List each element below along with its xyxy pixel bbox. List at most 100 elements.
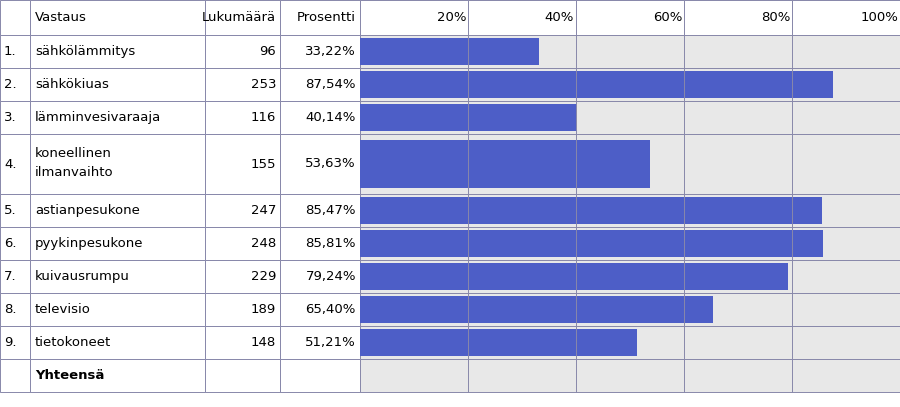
Text: koneellinen: koneellinen	[35, 147, 112, 160]
Bar	[30, 0, 205, 35]
Text: Yhteensä: Yhteensä	[35, 369, 104, 382]
Bar	[360, 101, 900, 134]
Text: tietokoneet: tietokoneet	[35, 336, 112, 349]
Text: Prosentti: Prosentti	[297, 11, 356, 24]
Text: lämminvesivaraaja: lämminvesivaraaja	[35, 111, 161, 124]
Text: 65,40%: 65,40%	[306, 303, 356, 316]
Text: 189: 189	[251, 303, 276, 316]
Bar	[280, 35, 360, 68]
Text: 248: 248	[251, 237, 276, 250]
Bar	[205, 35, 280, 68]
Text: 40,14%: 40,14%	[306, 111, 356, 124]
Text: sähkökiuas: sähkökiuas	[35, 78, 109, 91]
Text: 9.: 9.	[4, 336, 16, 349]
Bar	[468, 0, 576, 35]
Text: 87,54%: 87,54%	[305, 78, 356, 91]
Bar	[360, 326, 900, 359]
Bar	[30, 326, 205, 359]
Bar	[360, 194, 900, 227]
Text: Lukumäärä: Lukumäärä	[202, 11, 276, 24]
Text: 8.: 8.	[4, 303, 16, 316]
Bar	[205, 68, 280, 101]
Bar	[684, 0, 792, 35]
Bar	[205, 260, 280, 293]
Bar	[30, 227, 205, 260]
Bar	[280, 227, 360, 260]
Bar	[360, 0, 468, 35]
Bar	[205, 293, 280, 326]
Bar	[0, 101, 30, 134]
Text: 80%: 80%	[760, 11, 790, 24]
Bar	[576, 0, 684, 35]
Bar	[360, 134, 900, 194]
Text: 60%: 60%	[652, 11, 682, 24]
Bar	[0, 260, 30, 293]
Bar	[30, 260, 205, 293]
Text: 79,24%: 79,24%	[305, 270, 356, 283]
Bar	[360, 104, 577, 131]
Bar	[280, 359, 360, 392]
Bar	[280, 260, 360, 293]
Bar	[280, 101, 360, 134]
Bar	[360, 260, 900, 293]
Text: 148: 148	[251, 336, 276, 349]
Bar	[205, 134, 280, 194]
Bar	[360, 296, 713, 323]
Bar	[360, 227, 900, 260]
Bar	[30, 134, 205, 194]
Bar	[360, 197, 822, 224]
Bar	[792, 0, 900, 35]
Text: 53,63%: 53,63%	[305, 158, 356, 171]
Text: sähkölämmitys: sähkölämmitys	[35, 45, 135, 58]
Text: 155: 155	[250, 158, 276, 171]
Text: 116: 116	[250, 111, 276, 124]
Bar	[0, 68, 30, 101]
Bar	[205, 326, 280, 359]
Text: 1.: 1.	[4, 45, 16, 58]
Text: 40%: 40%	[544, 11, 574, 24]
Bar	[0, 326, 30, 359]
Text: 96: 96	[259, 45, 276, 58]
Bar	[30, 68, 205, 101]
Bar	[280, 326, 360, 359]
Bar	[205, 227, 280, 260]
Bar	[360, 71, 832, 98]
Bar	[0, 227, 30, 260]
Bar	[30, 194, 205, 227]
Bar	[360, 38, 539, 65]
Bar	[30, 101, 205, 134]
Bar	[0, 194, 30, 227]
Text: 6.: 6.	[4, 237, 16, 250]
Bar	[0, 293, 30, 326]
Text: pyykinpesukone: pyykinpesukone	[35, 237, 143, 250]
Bar	[360, 293, 900, 326]
Bar	[30, 35, 205, 68]
Text: 20%: 20%	[436, 11, 466, 24]
Bar	[360, 140, 650, 188]
Bar	[360, 35, 900, 68]
Text: 5.: 5.	[4, 204, 16, 217]
Text: 2.: 2.	[4, 78, 16, 91]
Bar	[0, 134, 30, 194]
Bar	[280, 194, 360, 227]
Bar	[280, 68, 360, 101]
Bar	[0, 0, 30, 35]
Bar	[30, 293, 205, 326]
Text: 100%: 100%	[860, 11, 898, 24]
Text: kuivausrumpu: kuivausrumpu	[35, 270, 130, 283]
Bar	[280, 293, 360, 326]
Text: 33,22%: 33,22%	[305, 45, 356, 58]
Text: 4.: 4.	[4, 158, 16, 171]
Text: 247: 247	[250, 204, 276, 217]
Text: ilmanvaihto: ilmanvaihto	[35, 166, 113, 179]
Bar	[360, 359, 900, 392]
Bar	[205, 0, 280, 35]
Bar	[360, 263, 788, 290]
Text: 229: 229	[250, 270, 276, 283]
Text: astianpesukone: astianpesukone	[35, 204, 140, 217]
Text: 7.: 7.	[4, 270, 16, 283]
Bar	[360, 230, 824, 257]
Bar	[360, 329, 636, 356]
Bar	[205, 194, 280, 227]
Text: 253: 253	[250, 78, 276, 91]
